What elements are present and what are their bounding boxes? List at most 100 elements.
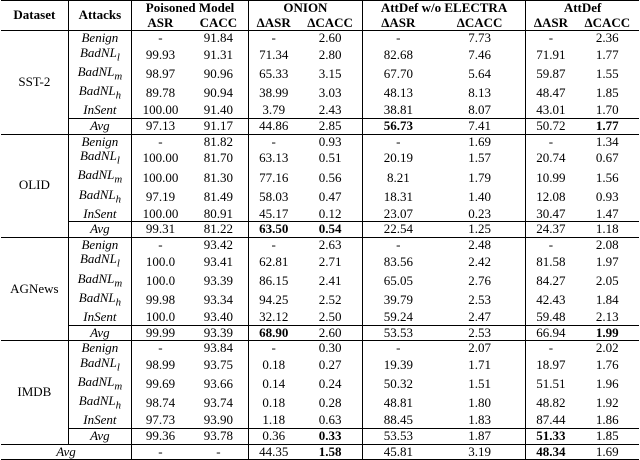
cell: 100.00 xyxy=(142,205,179,221)
total-row: Avg - -44.35 1.58 45.81 3.19 48.34 1.69 xyxy=(1,443,639,460)
dataset-cell: IMDB xyxy=(1,340,69,445)
cell: 90.96 xyxy=(188,64,250,85)
attack-cell: BadNLm xyxy=(68,64,133,85)
cell: 2.60 xyxy=(298,324,363,341)
cell: - xyxy=(362,340,434,356)
cell: 1.99 xyxy=(575,324,639,341)
cell: 2.47 xyxy=(433,309,527,326)
cell: 59.48 xyxy=(536,309,566,325)
group-header: AttDef xyxy=(525,0,639,16)
cell: 1.40 xyxy=(433,187,527,207)
cell: 1.79 xyxy=(433,168,527,188)
cell: 0.30 xyxy=(298,340,363,356)
cell: 1.87 xyxy=(433,427,527,445)
cell: 2.85 xyxy=(298,117,363,135)
cell: 2.60 xyxy=(298,30,363,46)
attack-cell: BadNLh xyxy=(68,186,133,207)
cell: 53.53 xyxy=(362,324,434,341)
cell: 2.76 xyxy=(433,271,527,291)
cell: 3.79 xyxy=(262,102,286,118)
cell: 5.64 xyxy=(433,64,527,85)
sub-header: ΔCACC xyxy=(575,15,639,32)
cell: 2.53 xyxy=(433,324,527,341)
cell: 2.13 xyxy=(595,309,619,325)
attack-subscript: l xyxy=(116,258,120,271)
attack-name: InSent xyxy=(83,309,117,325)
cell: 63.13 xyxy=(259,150,289,166)
attack-name: BadNL xyxy=(79,251,117,267)
attack-cell: Benign xyxy=(68,340,133,356)
attack-name: BadNL xyxy=(79,44,117,60)
cell: 97.13 xyxy=(131,117,189,135)
cell: 0.14 xyxy=(262,376,286,392)
table-row: BadNLm 98.97 90.96 65.33 3.15 67.70 5.64 59.87 1… xyxy=(1,64,639,85)
cell: 1.51 xyxy=(433,375,527,395)
cell: 100.0 xyxy=(145,309,176,325)
attack-cell: InSent xyxy=(68,309,133,326)
cell: 0.12 xyxy=(298,206,363,222)
cell: 59.87 xyxy=(536,66,566,82)
cell: 1.80 xyxy=(433,394,527,414)
cell: 2.80 xyxy=(298,45,363,65)
cell: - xyxy=(131,236,189,253)
attack-name: BadNL xyxy=(78,186,116,202)
cell: 1.96 xyxy=(595,376,619,392)
attack-cell: BadNLl xyxy=(68,251,133,272)
cell: 1.18 xyxy=(262,412,286,428)
cell: 1.69 xyxy=(433,133,527,150)
cell: 1.83 xyxy=(433,413,527,429)
cell: 1.57 xyxy=(433,149,527,169)
cell: 100.0 xyxy=(145,253,176,269)
cell: 2.42 xyxy=(433,252,527,272)
cell: 0.24 xyxy=(298,375,363,395)
cell: 43.01 xyxy=(536,102,566,118)
cell: 99.93 xyxy=(145,47,176,63)
table-row: SST-2 Benign -91.84-2.60-7.73-2.36 xyxy=(1,30,639,135)
cell: 0.63 xyxy=(298,413,363,429)
cell: 93.75 xyxy=(188,355,250,375)
cell: 1.76 xyxy=(595,357,619,373)
column-header: Attacks xyxy=(68,0,133,32)
cell: 99.36 xyxy=(131,427,189,445)
cell: 66.94 xyxy=(525,324,576,341)
cell: 50.32 xyxy=(383,376,413,392)
cell: 71.91 xyxy=(536,47,566,63)
attack-subscript: h xyxy=(115,193,122,206)
attack-cell: InSent xyxy=(68,413,133,429)
attack-cell: Avg xyxy=(68,117,133,135)
cell: 38.81 xyxy=(383,102,413,118)
cell: 20.74 xyxy=(536,150,566,166)
cell: 91.40 xyxy=(188,102,250,119)
cell: 39.79 xyxy=(383,292,413,308)
cell: 0.93 xyxy=(298,133,363,150)
attack-name: Avg xyxy=(90,117,110,133)
attack-subscript: l xyxy=(116,361,120,374)
table-row: Avg 99.31 81.22 63.50 0.54 22.54 1.25 24.37 1.18 xyxy=(1,221,639,238)
cell: 18.97 xyxy=(536,357,566,373)
cell: 80.91 xyxy=(188,206,250,222)
cell: 1.86 xyxy=(595,412,619,428)
attack-name: BadNL xyxy=(79,148,117,164)
cell: 83.56 xyxy=(383,253,413,269)
attack-subscript: h xyxy=(115,89,122,102)
cell: 1.34 xyxy=(575,133,639,150)
attack-cell: BadNLh xyxy=(68,393,133,414)
cell: - xyxy=(248,340,299,356)
cell: 0.56 xyxy=(298,168,363,188)
cell: 0.93 xyxy=(595,188,619,204)
attack-name: BadNL xyxy=(77,374,115,389)
table-row: OLID Benign -81.82-0.93-1.69-1.34 xyxy=(1,133,639,238)
group-header: AttDef w/o ELECTRA xyxy=(362,0,527,16)
cell: 0.47 xyxy=(298,187,363,207)
cell: - xyxy=(188,443,250,460)
cell: 81.58 xyxy=(536,253,566,269)
attack-name: BadNL xyxy=(78,289,116,305)
cell: 2.05 xyxy=(595,272,619,288)
cell: 1.85 xyxy=(575,427,639,445)
cell: - xyxy=(362,236,434,253)
cell: 48.81 xyxy=(383,395,413,411)
cell: 1.56 xyxy=(595,169,619,185)
cell: 1.77 xyxy=(575,117,639,135)
cell: 93.39 xyxy=(188,271,250,291)
